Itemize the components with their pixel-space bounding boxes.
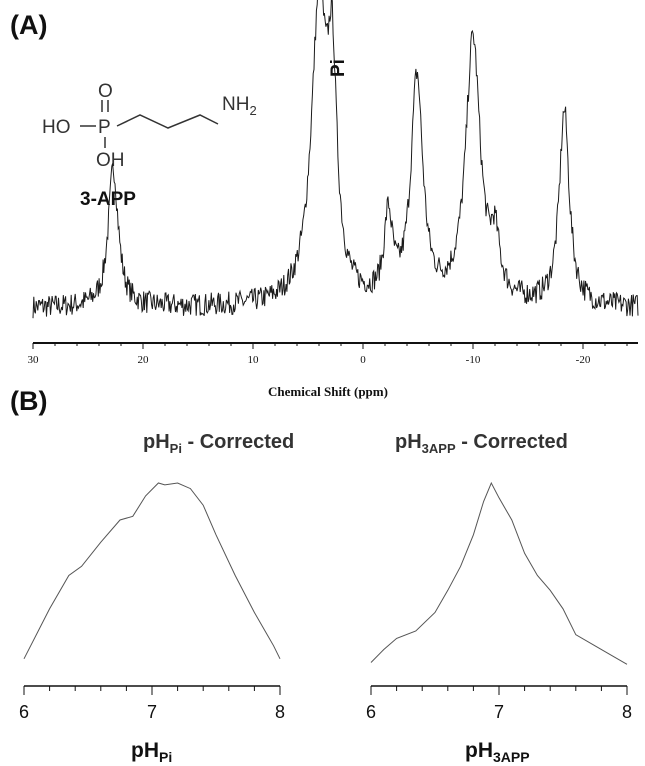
- ph-3app-tick-label: 7: [494, 702, 504, 722]
- ph-pi-chart-title: pHPi - Corrected: [143, 431, 294, 456]
- atom-nh: NH2: [222, 94, 257, 118]
- spectrum-x-axis-label: Chemical Shift (ppm): [268, 384, 388, 399]
- ph-pi-tick-label: 6: [19, 702, 29, 722]
- ph-pi-distribution-line: [23, 482, 281, 660]
- ph-3app-plot: [370, 481, 628, 665]
- ph-pi-x-axis-subscript: Pi: [159, 749, 172, 765]
- pi-peak-label: Pi: [328, 59, 349, 77]
- atom-nh-subscript: 2: [249, 103, 256, 118]
- ph-3app-x-axis-subscript: 3APP: [493, 749, 530, 765]
- spectrum-tick-label: -20: [576, 354, 591, 366]
- spectrum-x-axis: 30 20 10 0 -10 -20: [28, 342, 638, 366]
- ph-3app-chart-title: pH3APP - Corrected: [395, 431, 568, 456]
- atom-ho: HO: [42, 117, 71, 138]
- spectrum-tick-label: 10: [248, 354, 260, 366]
- molecule-label: 3-APP: [80, 189, 136, 210]
- ph-3app-distribution-line: [370, 481, 628, 665]
- ph-pi-x-axis-label: pHPi: [131, 739, 172, 765]
- spectrum-line: [32, 0, 639, 319]
- panel-label-b: (B): [10, 386, 47, 416]
- spectrum-tick-label: 0: [360, 354, 366, 366]
- spectrum-tick-label: 20: [138, 354, 150, 366]
- atom-p: P: [98, 117, 111, 138]
- ph-pi-title-subscript: Pi: [170, 441, 182, 456]
- ph-pi-x-axis: 6 7 8: [19, 685, 285, 722]
- propyl-chain: [116, 114, 219, 129]
- ph-3app-title-suffix: - Corrected: [456, 431, 568, 453]
- spectrum-tick-label: 30: [28, 354, 40, 366]
- ph-3app-tick-label: 8: [622, 702, 632, 722]
- ph-pi-plot: [23, 482, 281, 660]
- ph-pi-title-suffix: - Corrected: [182, 431, 294, 453]
- ph-3app-tick-label: 6: [366, 702, 376, 722]
- ph-3app-x-axis: 6 7 8: [366, 685, 632, 722]
- atom-o: O: [98, 81, 113, 102]
- panel-b-left: pHPi - Corrected 6 7 8 pHPi: [19, 431, 294, 765]
- molecule-structure: HO P O OH NH2: [42, 81, 257, 171]
- ph-pi-tick-label: 7: [147, 702, 157, 722]
- ph-3app-x-axis-label: pH3APP: [465, 739, 530, 765]
- spectrum-plot: [32, 0, 639, 319]
- atom-oh: OH: [96, 150, 125, 171]
- panel-a: HO P O OH NH2 3-APP Pi 30 20 10 0 -10 -20 Che…: [28, 0, 639, 399]
- panel-label-a: (A): [10, 10, 47, 40]
- ph-3app-title-subscript: 3APP: [422, 441, 456, 456]
- ph-pi-tick-label: 8: [275, 702, 285, 722]
- panel-b-right: pH3APP - Corrected 6 7 8 pH3APP: [366, 431, 632, 765]
- spectrum-tick-label: -10: [466, 354, 481, 366]
